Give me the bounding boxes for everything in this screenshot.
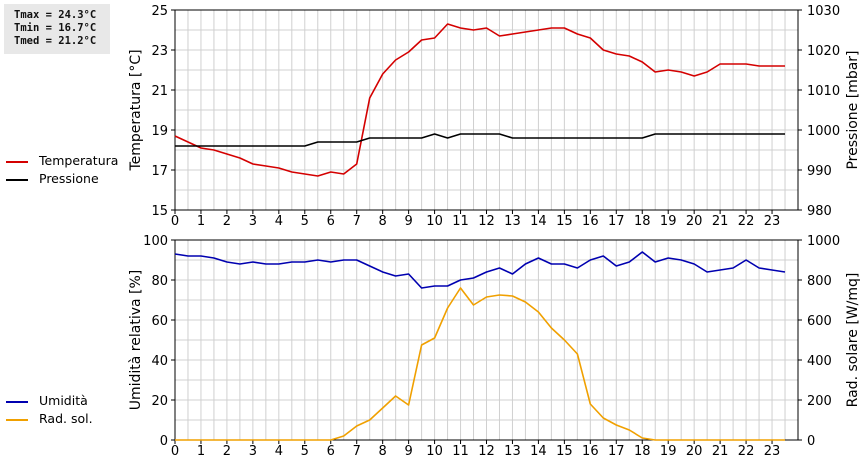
- x-tick-label: 22: [738, 444, 755, 459]
- x-tick-label: 11: [452, 214, 469, 229]
- x-tick-label: 14: [530, 214, 547, 229]
- x-tick-label: 21: [712, 214, 729, 229]
- x-tick-label: 17: [608, 214, 625, 229]
- x-tick-label: 9: [404, 214, 412, 229]
- y2-tick-label: 0: [807, 434, 815, 449]
- stat-tmin: Tmin = 16.7°C: [14, 22, 97, 34]
- x-tick-label: 23: [764, 444, 781, 459]
- y-tick-label: 15: [151, 204, 168, 219]
- y2-tick-label: 980: [807, 204, 832, 219]
- x-tick-label: 0: [171, 214, 179, 229]
- y-tick-label: 0: [160, 434, 168, 449]
- y2-tick-label: 1000: [807, 234, 840, 249]
- x-tick-label: 6: [327, 444, 335, 459]
- x-tick-label: 7: [353, 214, 361, 229]
- y-tick-label: 19: [151, 124, 168, 139]
- x-tick-label: 19: [660, 444, 677, 459]
- x-tick-label: 9: [404, 444, 412, 459]
- stat-tmax: Tmax = 24.3°C: [14, 9, 97, 21]
- x-tick-label: 10: [426, 214, 443, 229]
- y2-tick-label: 990: [807, 164, 832, 179]
- x-tick-label: 2: [223, 214, 231, 229]
- x-tick-label: 12: [478, 214, 495, 229]
- y-tick-label: 80: [151, 274, 168, 289]
- y2-tick-label: 1000: [807, 124, 840, 139]
- legend-label-pressure: Pressione: [39, 171, 99, 186]
- y2-tick-label: 600: [807, 314, 832, 329]
- y2-axis-label: Pressione [mbar]: [845, 50, 860, 169]
- series-line-temperatura: [174, 23, 785, 177]
- y2-tick-label: 800: [807, 274, 832, 289]
- y-axis-label: Umidità relativa [%]: [128, 270, 144, 411]
- legend-label-temperature: Temperatura: [39, 153, 119, 168]
- x-tick-label: 3: [249, 214, 257, 229]
- x-tick-label: 16: [582, 444, 599, 459]
- x-tick-label: 18: [634, 444, 651, 459]
- y-tick-label: 20: [151, 394, 168, 409]
- x-tick-label: 22: [738, 214, 755, 229]
- series-line-rad-sol-: [175, 287, 785, 441]
- x-tick-label: 14: [530, 444, 547, 459]
- series-line-pressione: [175, 133, 785, 147]
- x-tick-label: 3: [249, 444, 257, 459]
- legend-label-solar: Rad. sol.: [39, 411, 93, 426]
- x-tick-label: 6: [327, 214, 335, 229]
- y2-axis-label: Rad. solare [W/mq]: [845, 273, 860, 408]
- y-tick-label: 23: [151, 44, 168, 59]
- x-tick-label: 1: [197, 214, 205, 229]
- x-tick-label: 20: [686, 444, 703, 459]
- y-tick-label: 40: [151, 354, 168, 369]
- x-tick-label: 11: [452, 444, 469, 459]
- y-tick-label: 60: [151, 314, 168, 329]
- x-tick-label: 23: [764, 214, 781, 229]
- x-tick-label: 16: [582, 214, 599, 229]
- x-tick-label: 5: [301, 444, 309, 459]
- y2-tick-label: 1010: [807, 84, 840, 99]
- x-tick-label: 8: [379, 444, 387, 459]
- x-tick-label: 13: [504, 444, 521, 459]
- legend-swatch-solar: [6, 419, 28, 421]
- x-tick-label: 2: [223, 444, 231, 459]
- chart-0: [171, 9, 802, 214]
- y-tick-label: 25: [151, 4, 168, 19]
- legend-swatch-temperature: [6, 161, 28, 163]
- x-tick-label: 17: [608, 444, 625, 459]
- chart-1: [171, 239, 802, 444]
- x-tick-label: 12: [478, 444, 495, 459]
- x-tick-label: 10: [426, 444, 443, 459]
- y2-tick-label: 400: [807, 354, 832, 369]
- x-tick-label: 13: [504, 214, 521, 229]
- x-tick-label: 20: [686, 214, 703, 229]
- x-tick-label: 7: [353, 444, 361, 459]
- y-tick-label: 17: [151, 164, 168, 179]
- x-tick-label: 0: [171, 444, 179, 459]
- x-tick-label: 5: [301, 214, 309, 229]
- series-line-umidit-: [174, 251, 786, 289]
- legend-swatch-pressure: [6, 179, 28, 181]
- y-tick-label: 100: [143, 234, 168, 249]
- x-tick-label: 8: [379, 214, 387, 229]
- x-tick-label: 21: [712, 444, 729, 459]
- x-tick-label: 19: [660, 214, 677, 229]
- y2-tick-label: 1020: [807, 44, 840, 59]
- x-tick-label: 15: [556, 444, 573, 459]
- x-tick-label: 15: [556, 214, 573, 229]
- stat-tmed: Tmed = 21.2°C: [14, 35, 97, 47]
- stats-box: Tmax = 24.3°C Tmin = 16.7°C Tmed = 21.2°…: [4, 4, 110, 54]
- x-tick-label: 1: [197, 444, 205, 459]
- x-tick-label: 4: [275, 214, 283, 229]
- legend-label-humidity: Umidità: [39, 393, 88, 408]
- y2-tick-label: 1030: [807, 4, 840, 19]
- legend-swatch-humidity: [6, 401, 28, 403]
- y-tick-label: 21: [151, 84, 168, 99]
- x-tick-label: 18: [634, 214, 651, 229]
- y-axis-label: Temperatura [°C]: [128, 49, 144, 171]
- y2-tick-label: 200: [807, 394, 832, 409]
- x-tick-label: 4: [275, 444, 283, 459]
